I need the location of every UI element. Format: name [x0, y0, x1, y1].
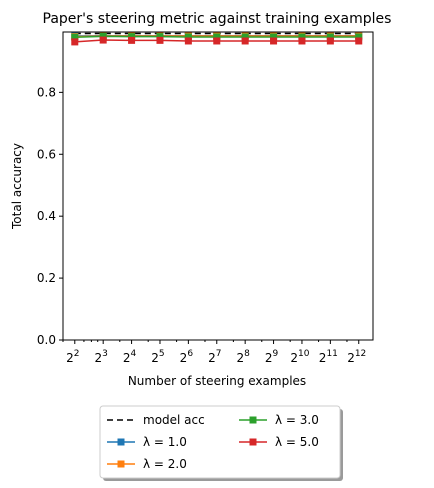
legend-label: model acc	[143, 413, 205, 427]
x-axis-label: Number of steering examples	[128, 374, 306, 388]
x-tick-label: 27	[208, 349, 221, 365]
x-axis: 22 23 24 25 26 27 28 29 210 211 212	[63, 340, 366, 365]
data-point	[270, 37, 277, 44]
legend-marker	[250, 439, 257, 446]
data-point	[185, 37, 192, 44]
data-point	[100, 37, 107, 44]
data-point	[213, 37, 220, 44]
data-point	[242, 37, 249, 44]
series-layer	[71, 32, 362, 45]
x-tick-label: 25	[151, 349, 164, 365]
series-4	[71, 37, 362, 46]
y-axis-label: Total accuracy	[10, 143, 24, 230]
data-point	[298, 37, 305, 44]
data-point	[128, 37, 135, 44]
y-tick-label: 0.2	[37, 271, 56, 285]
legend-label: λ = 2.0	[143, 457, 187, 471]
y-axis: 0.0 0.2 0.4 0.6 0.8	[37, 85, 63, 347]
x-tick-label: 24	[123, 349, 137, 365]
x-tick-label: 28	[236, 349, 250, 365]
y-tick-label: 0.0	[37, 333, 56, 347]
y-tick-label: 0.4	[37, 209, 56, 223]
legend-label: λ = 5.0	[275, 435, 319, 449]
x-tick-label: 210	[290, 349, 309, 365]
x-tick-label: 23	[94, 349, 107, 365]
legend-marker	[118, 461, 125, 468]
chart-title: Paper's steering metric against training…	[43, 11, 392, 27]
x-tick-label: 211	[319, 349, 338, 365]
legend: model acc λ = 1.0 λ = 2.0 λ = 3.0 λ = 5.0	[100, 406, 343, 481]
plot-area: 0.0 0.2 0.4 0.6 0.8 22 23 24 25 26 27 28 29 210 211 21…	[37, 32, 373, 365]
data-point	[327, 37, 334, 44]
legend-marker	[118, 439, 125, 446]
y-tick-label: 0.8	[37, 85, 56, 99]
y-tick-label: 0.6	[37, 147, 56, 161]
data-point	[71, 38, 78, 45]
plot-frame	[63, 32, 373, 340]
x-tick-label: 212	[347, 349, 366, 365]
x-tick-label: 29	[265, 349, 279, 365]
legend-label: λ = 1.0	[143, 435, 187, 449]
x-tick-label: 26	[180, 349, 194, 365]
data-point	[355, 37, 362, 44]
legend-label: λ = 3.0	[275, 413, 319, 427]
x-tick-label: 22	[66, 349, 79, 365]
data-point	[156, 37, 163, 44]
legend-marker	[250, 417, 257, 424]
